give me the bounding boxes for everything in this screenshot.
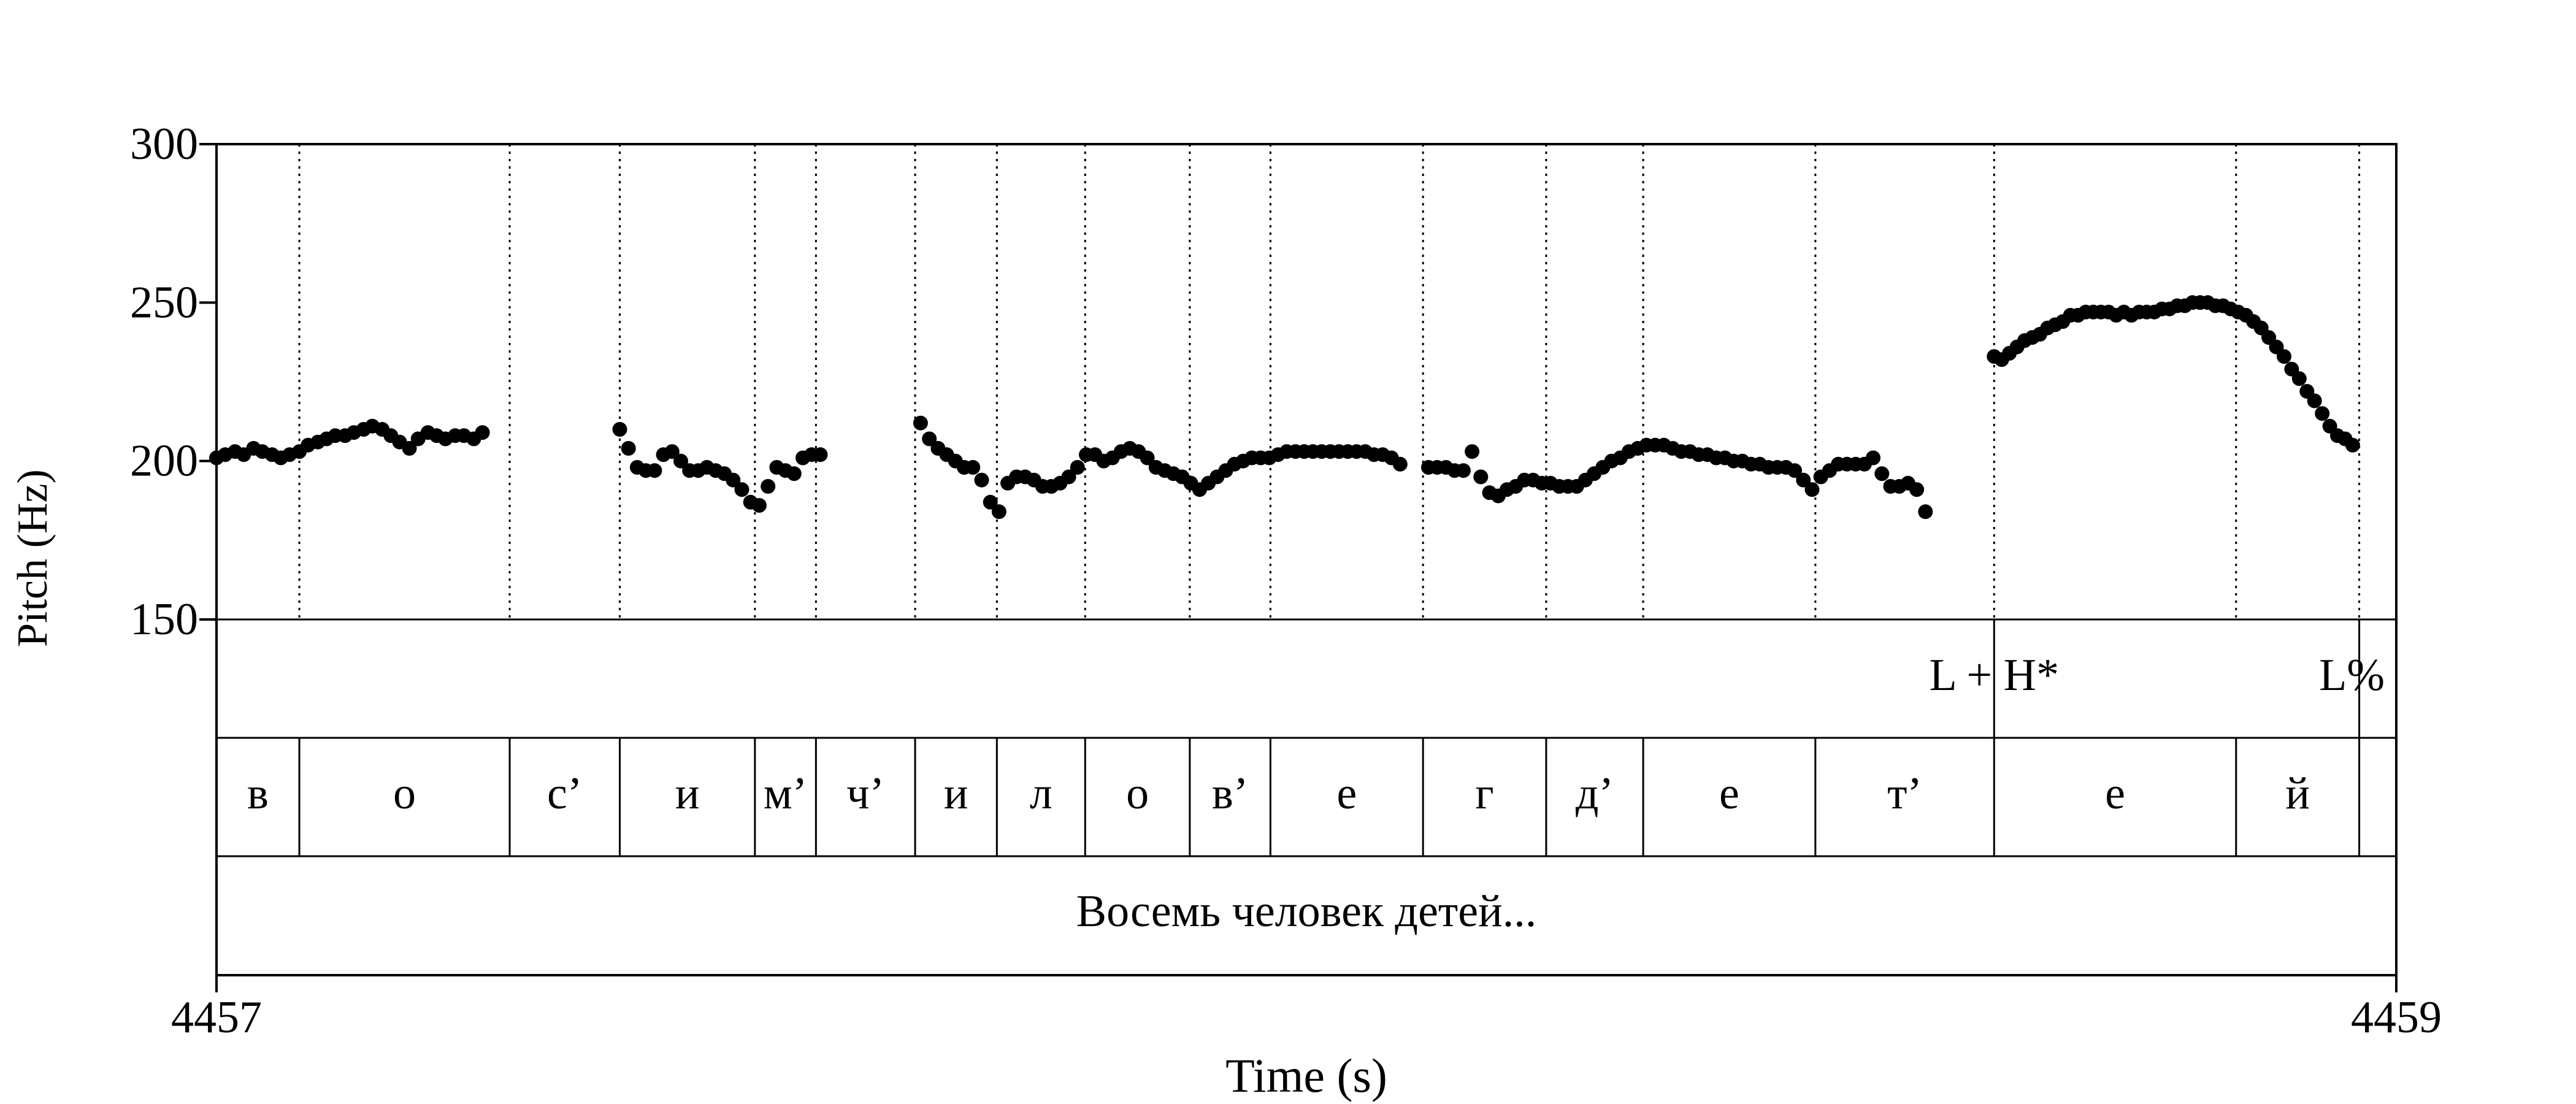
pitch-point	[1796, 472, 1811, 488]
segment-label: ч’	[846, 769, 884, 819]
y-tick-label: 200	[130, 436, 198, 486]
pitch-point	[1070, 460, 1085, 475]
pitch-point	[2277, 349, 2291, 364]
x-tick-label: 4457	[171, 992, 262, 1043]
pitch-point	[1061, 469, 1076, 485]
pitch-point	[974, 472, 989, 488]
pitch-point	[647, 463, 662, 478]
segment-label: е	[1719, 769, 1739, 819]
tone-label: L%	[2319, 650, 2385, 700]
pitch-point	[2345, 437, 2360, 453]
segment-label: с’	[547, 769, 583, 819]
segment-label: и	[944, 769, 968, 819]
pitch-point	[991, 504, 1006, 519]
pitch-point	[726, 472, 741, 488]
pitch-point	[1455, 463, 1471, 478]
pitch-point	[1909, 482, 1925, 497]
segment-label: и	[675, 769, 700, 819]
pitch-point	[612, 422, 627, 437]
pitch-point	[2307, 393, 2322, 408]
pitch-point	[673, 453, 688, 469]
pitch-point	[475, 425, 490, 440]
pitch-point	[1465, 444, 1480, 459]
pitch-point	[1804, 482, 1820, 497]
y-axis-label: Pitch (Hz)	[9, 469, 56, 647]
y-tick-label: 300	[130, 119, 198, 169]
y-tick-label: 250	[130, 277, 198, 328]
pitch-point	[2291, 371, 2307, 386]
utterance-text: Восемь человек детей...	[1076, 886, 1536, 937]
segment-label: й	[2285, 769, 2310, 819]
segment-label: л	[1030, 769, 1052, 819]
segment-label: е	[2105, 769, 2125, 819]
y-tick-label: 150	[130, 594, 198, 645]
pitch-point	[913, 415, 928, 431]
pitch-point	[621, 441, 636, 456]
pitch-point	[1140, 450, 1155, 466]
pitch-point	[983, 494, 998, 510]
pitch-point	[786, 466, 802, 481]
segment-boundaries	[298, 144, 2361, 856]
x-axis-label: Time (s)	[1225, 1049, 1387, 1102]
pitch-point	[402, 441, 417, 456]
pitch-point	[1874, 466, 1890, 481]
segment-label: в’	[1212, 769, 1249, 819]
x-tick-label: 4459	[2351, 992, 2442, 1043]
segment-label: м’	[764, 769, 807, 819]
pitch-point	[1918, 504, 1933, 519]
tone-label: L + H*	[1929, 650, 2059, 700]
pitch-point	[1392, 456, 1408, 472]
pitch-point	[664, 444, 680, 459]
pitch-point	[1473, 469, 1489, 485]
segment-label: г	[1475, 769, 1493, 819]
plot-frame	[215, 143, 2398, 976]
pitch-point	[761, 479, 776, 494]
pitch-point	[922, 431, 937, 447]
pitch-point	[751, 498, 767, 513]
segment-label: д’	[1576, 769, 1614, 819]
pitch-point	[734, 482, 749, 497]
pitch-point	[813, 447, 828, 462]
pitch-point	[1866, 450, 1880, 466]
pitch-point	[965, 460, 981, 475]
axes: 150 200 250 300 4457 4459	[130, 119, 2442, 1043]
pitch-point	[1787, 463, 1803, 478]
pitch-points	[209, 295, 2360, 519]
segment-label: е	[1336, 769, 1357, 819]
pitch-point	[2315, 406, 2330, 421]
segment-label: в	[247, 769, 269, 819]
segment-label: о	[393, 769, 416, 819]
segment-label: о	[1126, 769, 1149, 819]
segment-label: т’	[1887, 769, 1922, 819]
annotation-tiers: L + H* L% в о с’ и м’ ч’ и л о в’ е г д’ е т’ е й	[247, 650, 2385, 819]
